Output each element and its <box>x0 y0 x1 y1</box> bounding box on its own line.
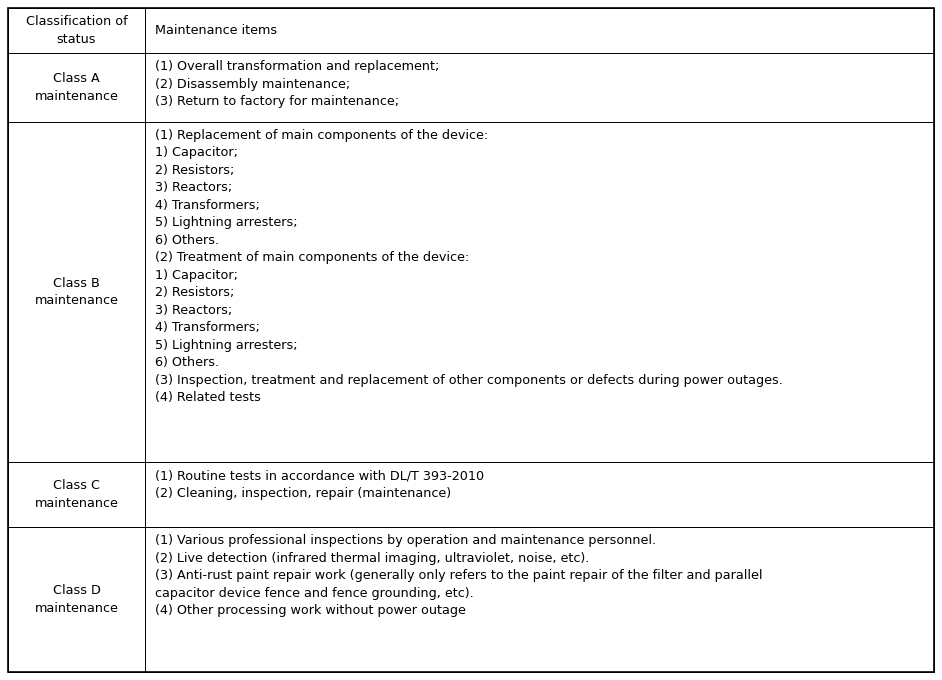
Bar <box>145 122 934 462</box>
Text: (1) Replacement of main components of the device:
1) Capacitor;
2) Resistors;
3): (1) Replacement of main components of th… <box>155 129 783 404</box>
Text: (1) Overall transformation and replacement;
(2) Disassembly maintenance;
(3) Ret: (1) Overall transformation and replaceme… <box>155 60 439 108</box>
Text: Class A
maintenance: Class A maintenance <box>35 72 119 103</box>
Text: Maintenance items: Maintenance items <box>155 24 277 37</box>
Text: Class D
maintenance: Class D maintenance <box>35 584 119 615</box>
Text: (1) Various professional inspections by operation and maintenance personnel.
(2): (1) Various professional inspections by … <box>155 534 762 617</box>
Bar <box>8 527 145 672</box>
Text: (1) Routine tests in accordance with DL/T 393-2010
(2) Cleaning, inspection, rep: (1) Routine tests in accordance with DL/… <box>155 469 484 500</box>
Bar <box>8 122 145 462</box>
Bar <box>145 527 934 672</box>
Bar <box>145 462 934 527</box>
Bar <box>8 462 145 527</box>
Text: Class C
maintenance: Class C maintenance <box>35 479 119 510</box>
Bar <box>8 53 145 122</box>
Text: Class B
maintenance: Class B maintenance <box>35 277 119 307</box>
Bar <box>145 53 934 122</box>
Text: Classification of
status: Classification of status <box>25 15 127 46</box>
Bar <box>145 8 934 53</box>
Bar <box>8 8 145 53</box>
